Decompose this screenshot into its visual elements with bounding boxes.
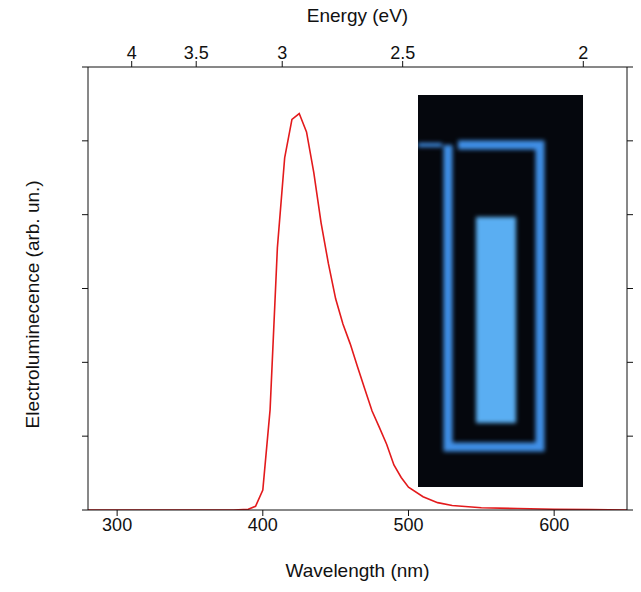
svg-text:3.5: 3.5 xyxy=(184,43,209,63)
svg-text:400: 400 xyxy=(248,515,278,535)
svg-text:Energy (eV): Energy (eV) xyxy=(307,5,408,26)
svg-text:Electroluminecence (arb. un.): Electroluminecence (arb. un.) xyxy=(22,180,43,428)
svg-text:Wavelength (nm): Wavelength (nm) xyxy=(286,560,430,581)
svg-text:2: 2 xyxy=(578,43,588,63)
svg-text:3: 3 xyxy=(277,43,287,63)
svg-text:4: 4 xyxy=(127,43,137,63)
svg-text:500: 500 xyxy=(393,515,423,535)
svg-text:600: 600 xyxy=(539,515,569,535)
svg-text:300: 300 xyxy=(102,515,132,535)
svg-text:2.5: 2.5 xyxy=(390,43,415,63)
